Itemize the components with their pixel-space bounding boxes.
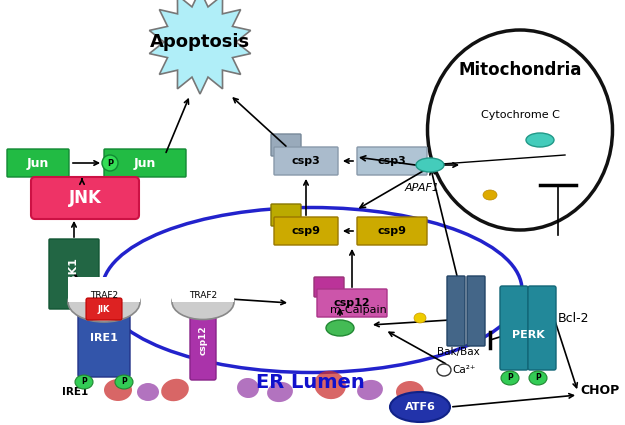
- FancyBboxPatch shape: [49, 239, 99, 309]
- Ellipse shape: [104, 379, 132, 401]
- Ellipse shape: [437, 364, 451, 376]
- FancyBboxPatch shape: [317, 289, 387, 317]
- Text: P: P: [535, 374, 541, 382]
- Ellipse shape: [102, 155, 118, 171]
- FancyBboxPatch shape: [314, 277, 344, 297]
- Text: PERK: PERK: [512, 330, 544, 340]
- FancyBboxPatch shape: [467, 276, 485, 346]
- Text: Ca²⁺: Ca²⁺: [452, 365, 476, 375]
- Ellipse shape: [267, 382, 293, 402]
- Text: Apoptosis: Apoptosis: [150, 33, 250, 51]
- Ellipse shape: [416, 158, 444, 172]
- Text: m-Calpain: m-Calpain: [329, 305, 386, 315]
- Ellipse shape: [357, 380, 383, 400]
- Text: Bak/Bax: Bak/Bax: [437, 347, 479, 357]
- Ellipse shape: [172, 284, 234, 320]
- Ellipse shape: [414, 313, 426, 323]
- FancyBboxPatch shape: [274, 147, 338, 175]
- Text: JIK: JIK: [98, 304, 110, 314]
- FancyBboxPatch shape: [172, 282, 234, 302]
- Ellipse shape: [529, 371, 547, 385]
- Text: TRAF2: TRAF2: [90, 292, 118, 300]
- Text: csp9: csp9: [378, 226, 406, 236]
- FancyBboxPatch shape: [104, 149, 186, 177]
- FancyBboxPatch shape: [68, 277, 140, 302]
- FancyBboxPatch shape: [274, 217, 338, 245]
- Ellipse shape: [396, 381, 424, 403]
- Text: csp12: csp12: [199, 325, 208, 355]
- FancyBboxPatch shape: [271, 204, 301, 226]
- FancyBboxPatch shape: [86, 298, 122, 320]
- Text: JNK: JNK: [69, 189, 101, 207]
- Ellipse shape: [483, 190, 497, 200]
- Ellipse shape: [314, 371, 346, 399]
- Text: P: P: [507, 374, 513, 382]
- Ellipse shape: [501, 371, 519, 385]
- FancyBboxPatch shape: [190, 296, 216, 380]
- FancyBboxPatch shape: [78, 293, 130, 377]
- Ellipse shape: [390, 392, 450, 422]
- Ellipse shape: [326, 320, 354, 336]
- Text: Bcl-2: Bcl-2: [558, 312, 589, 325]
- FancyBboxPatch shape: [447, 276, 465, 346]
- Ellipse shape: [115, 375, 133, 389]
- FancyBboxPatch shape: [500, 286, 528, 370]
- Text: Jun: Jun: [134, 156, 156, 170]
- Ellipse shape: [526, 133, 554, 147]
- Text: IRE1: IRE1: [62, 387, 88, 397]
- FancyBboxPatch shape: [528, 286, 556, 370]
- Text: ASK1: ASK1: [69, 258, 79, 290]
- Text: IRE1: IRE1: [90, 333, 118, 343]
- Text: csp3: csp3: [292, 156, 321, 166]
- Polygon shape: [149, 0, 251, 94]
- FancyBboxPatch shape: [7, 149, 69, 177]
- FancyBboxPatch shape: [357, 147, 427, 175]
- Text: P: P: [121, 377, 127, 386]
- Ellipse shape: [75, 375, 93, 389]
- Text: csp3: csp3: [378, 156, 406, 166]
- Text: P: P: [81, 377, 87, 386]
- FancyBboxPatch shape: [357, 217, 427, 245]
- Ellipse shape: [237, 378, 259, 398]
- Text: Mitochondria: Mitochondria: [458, 61, 582, 79]
- Text: TRAF2: TRAF2: [189, 292, 217, 300]
- Ellipse shape: [161, 379, 189, 401]
- Text: csp12: csp12: [334, 298, 370, 308]
- Text: APAF1: APAF1: [405, 183, 440, 193]
- Text: Jun: Jun: [27, 156, 49, 170]
- FancyBboxPatch shape: [31, 177, 139, 219]
- Text: csp9: csp9: [291, 226, 321, 236]
- Text: ATF6: ATF6: [404, 402, 436, 412]
- Ellipse shape: [68, 282, 140, 322]
- FancyBboxPatch shape: [271, 134, 301, 156]
- Text: CHOP: CHOP: [580, 383, 619, 397]
- Ellipse shape: [137, 383, 159, 401]
- Text: ER Lumen: ER Lumen: [256, 372, 364, 391]
- Text: Cytochrome C: Cytochrome C: [481, 110, 559, 120]
- Text: P: P: [107, 159, 113, 167]
